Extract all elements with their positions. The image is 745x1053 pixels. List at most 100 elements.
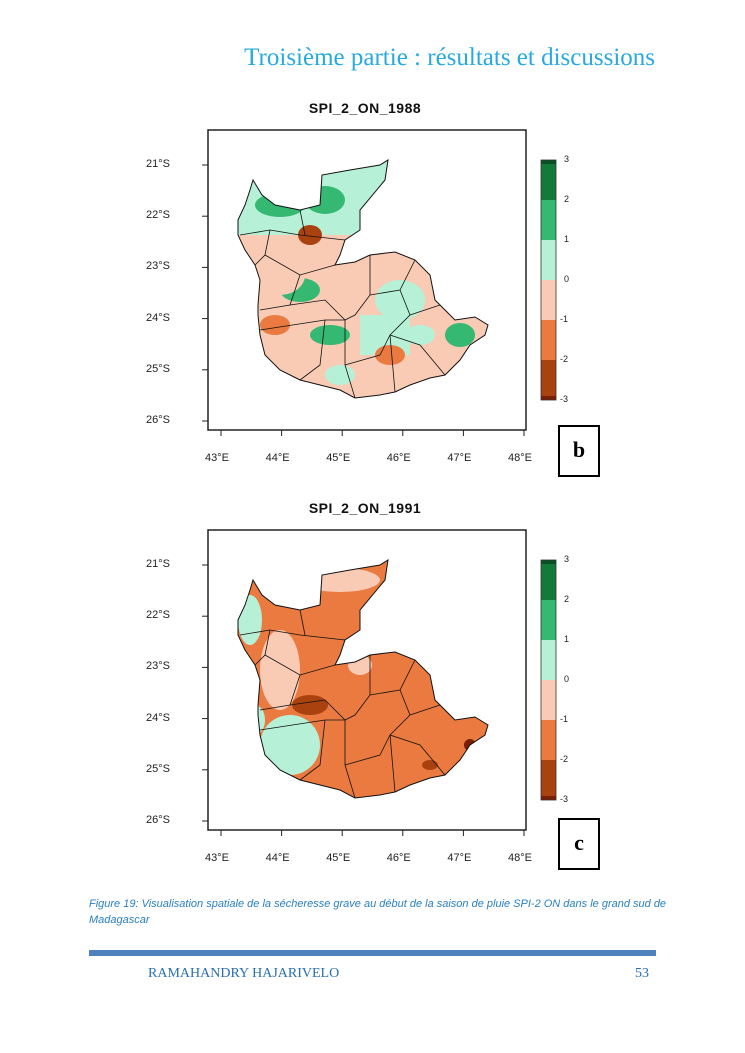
district-boundary: [289, 655, 371, 721]
colorbar-segment: [541, 680, 556, 720]
lon-label: 45°E: [326, 852, 351, 864]
colorbar-segment: [541, 396, 556, 400]
map-title: SPI_2_ON_1991: [308, 500, 422, 516]
colorbar: [540, 159, 557, 401]
page-number: 53: [635, 966, 649, 981]
colorbar-tick-label: 2: [564, 594, 570, 604]
spi-map: [202, 529, 557, 836]
lat-label: 24°S: [146, 711, 170, 724]
lat-label: 25°S: [146, 762, 170, 775]
colorbar-tick-label: 1: [564, 634, 570, 644]
district-boundary: [389, 734, 446, 776]
spi-patch: [445, 323, 475, 347]
colorbar-segment: [541, 160, 556, 164]
lat-label: 21°S: [146, 158, 170, 170]
panel-letter: b: [558, 425, 600, 477]
lon-label: 47°E: [447, 452, 472, 464]
spi-patch: [260, 630, 300, 710]
district-boundary: [409, 304, 441, 316]
spi-patch: [375, 280, 425, 320]
colorbar-tick-label: -3: [560, 394, 569, 404]
lat-label: 22°S: [146, 209, 170, 222]
lat-label: 26°S: [146, 414, 170, 426]
colorbar-tick-label: -3: [560, 794, 569, 804]
district-boundary: [299, 609, 306, 636]
colorbar-tick-label: -2: [560, 754, 569, 764]
spi-patch: [260, 715, 320, 775]
colorbar-segment: [541, 600, 556, 640]
map-title: SPI_2_ON_1988: [308, 100, 422, 116]
lon-label: 43°E: [205, 852, 229, 864]
lon-label: 43°E: [205, 452, 229, 464]
spi-patch: [255, 255, 305, 295]
spi-patch: [422, 760, 438, 770]
colorbar-tick-label: -1: [560, 714, 569, 724]
district-boundary: [289, 255, 371, 321]
lon-label: 46°E: [386, 452, 411, 464]
colorbar-segment: [541, 160, 556, 200]
footer-author: RAMAHANDRY HAJARIVELO: [148, 966, 340, 981]
district-boundary: [239, 629, 346, 641]
colorbar-tick-label: 3: [564, 554, 570, 564]
colorbar-segment: [541, 760, 556, 800]
colorbar: [540, 559, 557, 801]
district-boundary: [239, 229, 346, 241]
panel-letter: c: [558, 818, 600, 870]
lat-label: 23°S: [146, 260, 170, 273]
colorbar-segment: [541, 640, 556, 680]
colorbar-segment: [541, 796, 556, 800]
lon-label: 45°E: [326, 452, 351, 464]
footer-divider: [89, 950, 656, 956]
district-boundary: [344, 334, 391, 366]
region-outline: [237, 559, 489, 799]
lat-label: 22°S: [146, 609, 170, 622]
map-figure-1991: SPI_2_ON_1991 21°S 22°S 23°S 24°S 25°S 26°S 43°…: [140, 495, 610, 885]
colorbar-segment: [541, 200, 556, 240]
lon-label: 47°E: [447, 852, 472, 864]
spi-map: [202, 129, 557, 436]
district-boundary: [409, 704, 441, 716]
map-figure-1988: SPI_2_ON_1988 21°S 22°S 23°S 24°S 25°S 26°S 43°…: [140, 95, 610, 485]
colorbar-segment: [541, 560, 556, 600]
lon-label: 44°E: [265, 452, 290, 464]
district-boundary: [389, 289, 411, 393]
lat-label: 26°S: [146, 814, 170, 826]
spi-patch: [385, 725, 435, 765]
colorbar-tick-label: -1: [560, 314, 569, 324]
colorbar-segment: [541, 320, 556, 360]
district-boundary: [389, 334, 446, 376]
colorbar-tick-label: 2: [564, 194, 570, 204]
spi-patch: [260, 315, 290, 335]
colorbar-tick-label: 1: [564, 234, 570, 244]
region-outline: [237, 159, 489, 399]
colorbar-segment: [541, 240, 556, 280]
colorbar-tick-label: 0: [564, 274, 570, 284]
colorbar-tick-label: -2: [560, 354, 569, 364]
district-boundary: [389, 689, 411, 793]
lat-label: 25°S: [146, 362, 170, 375]
district-boundary: [299, 719, 326, 781]
district-boundary: [299, 209, 306, 236]
spi-patch: [405, 325, 435, 345]
lat-label: 23°S: [146, 660, 170, 673]
spi-patch: [310, 325, 350, 345]
spi-patch: [292, 695, 328, 715]
district-boundary: [299, 319, 326, 381]
colorbar-segment: [541, 560, 556, 564]
spi-patch: [325, 365, 355, 385]
lon-label: 48°E: [508, 852, 532, 864]
section-header: Troisième partie : résultats et discussi…: [244, 44, 655, 71]
colorbar-tick-label: 0: [564, 674, 570, 684]
lon-label: 48°E: [508, 452, 532, 464]
lat-label: 21°S: [146, 558, 170, 570]
colorbar-tick-label: 3: [564, 154, 570, 164]
colorbar-segment: [541, 720, 556, 760]
district-boundary: [344, 734, 391, 766]
figure-caption: Figure 19: Visualisation spatiale de la …: [89, 898, 667, 926]
lat-label: 24°S: [146, 311, 170, 324]
lon-label: 44°E: [265, 852, 290, 864]
lon-label: 46°E: [386, 852, 411, 864]
colorbar-segment: [541, 280, 556, 320]
colorbar-segment: [541, 360, 556, 400]
